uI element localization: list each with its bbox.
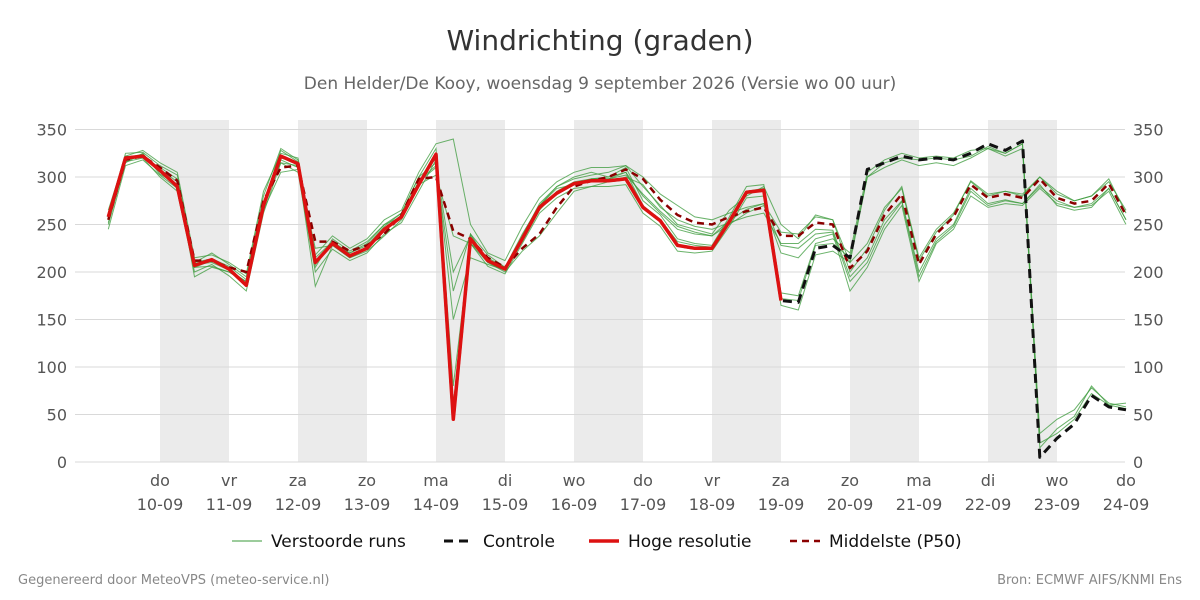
- ensemble-member-line-0: [107, 142, 1127, 435]
- x-tick-date-0: 10-09: [137, 495, 184, 514]
- x-tick-date-3: 13-09: [344, 495, 391, 514]
- x-tick-date-11: 21-09: [896, 495, 943, 514]
- y-tick-right-250: 250: [1133, 216, 1164, 235]
- median-line: [107, 154, 1128, 274]
- x-tick-date-2: 12-09: [275, 495, 322, 514]
- x-tick-day-5: di: [498, 471, 513, 490]
- x-tick-date-14: 24-09: [1103, 495, 1150, 514]
- y-tick-left-100: 100: [36, 358, 67, 377]
- x-tick-day-6: wo: [563, 471, 586, 490]
- chart-subtitle: Den Helder/De Kooy, woensdag 9 september…: [304, 74, 896, 94]
- footer-source: Bron: ECMWF AIFS/KNMI Ens: [997, 573, 1182, 588]
- y-tick-right-50: 50: [1133, 406, 1153, 425]
- day-band-5: [850, 120, 919, 462]
- x-tick-day-11: ma: [906, 471, 931, 490]
- x-tick-day-14: do: [1116, 471, 1136, 490]
- legend-label-median: Middelste (P50): [829, 532, 962, 552]
- x-tick-date-12: 22-09: [965, 495, 1012, 514]
- x-tick-date-7: 17-09: [620, 495, 667, 514]
- x-tick-day-3: zo: [358, 471, 376, 490]
- y-tick-right-200: 200: [1133, 263, 1164, 282]
- legend-label-ensemble: Verstoorde runs: [271, 532, 406, 552]
- y-axis-left: 0 50 100 150 200 250 300 350: [36, 121, 67, 473]
- footer-credit: Gegenereerd door MeteoVPS (meteo-service…: [18, 573, 329, 588]
- x-tick-day-7: do: [633, 471, 653, 490]
- x-tick-day-9: za: [772, 471, 790, 490]
- x-tick-day-0: do: [150, 471, 170, 490]
- y-axis-right: 0 50 100 150 200 250 300 350: [1133, 121, 1164, 473]
- x-tick-day-13: wo: [1046, 471, 1069, 490]
- y-tick-right-300: 300: [1133, 168, 1164, 187]
- x-tick-date-13: 23-09: [1034, 495, 1081, 514]
- main-series: [106, 139, 1128, 459]
- legend-label-hires: Hoge resolutie: [628, 532, 752, 552]
- hires-line: [106, 152, 783, 422]
- x-tick-date-6: 16-09: [551, 495, 598, 514]
- x-tick-date-1: 11-09: [206, 495, 253, 514]
- y-tick-right-350: 350: [1133, 121, 1164, 140]
- x-tick-day-4: ma: [423, 471, 448, 490]
- y-tick-left-200: 200: [36, 263, 67, 282]
- x-tick-date-4: 14-09: [413, 495, 460, 514]
- y-tick-right-100: 100: [1133, 358, 1164, 377]
- legend-label-control: Controle: [483, 532, 555, 552]
- day-band-4: [712, 120, 781, 462]
- x-tick-day-2: za: [289, 471, 307, 490]
- y-tick-right-150: 150: [1133, 311, 1164, 330]
- day-band-6: [988, 120, 1057, 462]
- y-tick-left-250: 250: [36, 216, 67, 235]
- x-tick-date-8: 18-09: [689, 495, 736, 514]
- y-tick-right-0: 0: [1133, 453, 1143, 472]
- y-tick-left-0: 0: [57, 453, 67, 472]
- x-tick-date-9: 19-09: [758, 495, 805, 514]
- y-tick-left-150: 150: [36, 311, 67, 330]
- day-band-3: [574, 120, 643, 462]
- y-tick-left-300: 300: [36, 168, 67, 187]
- x-tick-day-10: zo: [841, 471, 859, 490]
- x-tick-date-5: 15-09: [482, 495, 529, 514]
- x-axis: do 10-09 vr 11-09 za 12-09 zo 13-09 ma 14-09 di 15-…: [137, 471, 1150, 514]
- legend: Verstoorde runs Controle Hoge resolutie …: [232, 532, 962, 552]
- x-tick-date-10: 20-09: [827, 495, 874, 514]
- day-band-1: [298, 120, 367, 462]
- x-tick-day-1: vr: [221, 471, 237, 490]
- chart-title: Windrichting (graden): [446, 24, 753, 57]
- day-shading-bands: [160, 120, 1057, 462]
- x-tick-day-8: vr: [704, 471, 720, 490]
- y-tick-left-50: 50: [47, 406, 67, 425]
- y-tick-left-350: 350: [36, 121, 67, 140]
- x-tick-day-12: di: [981, 471, 996, 490]
